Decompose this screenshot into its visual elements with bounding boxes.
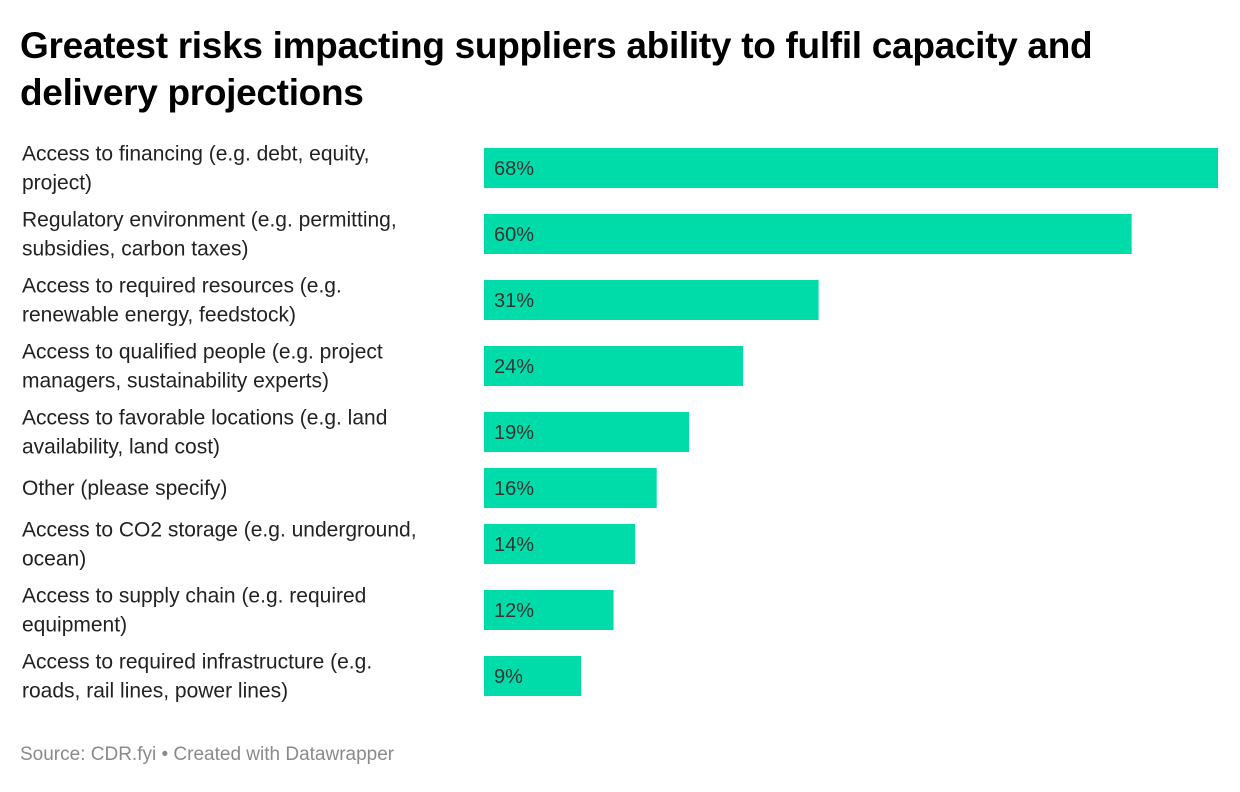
bar <box>484 148 1218 188</box>
category-label: Access to supply chain (e.g. required equ… <box>22 585 366 637</box>
bar <box>484 590 614 630</box>
category-label: Regulatory environment (e.g. permitting,… <box>22 209 397 261</box>
value-label: 9% <box>494 666 523 688</box>
value-label: 12% <box>494 600 534 622</box>
category-label: Access to favorable locations (e.g. land… <box>22 407 387 459</box>
bar <box>484 346 744 386</box>
value-label: 60% <box>494 224 534 246</box>
chart-footer: Source: CDR.fyi • Created with Datawrapp… <box>20 744 394 766</box>
bar <box>484 412 690 452</box>
bar <box>484 280 819 320</box>
value-label: 19% <box>494 422 534 444</box>
chart-title: Greatest risks impacting suppliers abili… <box>20 25 1093 113</box>
bar <box>484 524 636 564</box>
category-label: Other (please specify) <box>22 477 227 500</box>
datawrapper-credit: Created with Datawrapper <box>173 744 395 765</box>
value-label: 68% <box>494 158 534 180</box>
bar <box>484 656 582 696</box>
category-label: Access to qualified people (e.g. project… <box>22 341 383 393</box>
category-label: Access to required infrastructure (e.g. r… <box>22 651 372 703</box>
category-label: Access to CO2 storage (e.g. underground,… <box>22 519 417 571</box>
value-label: 14% <box>494 534 534 556</box>
value-label: 24% <box>494 356 534 378</box>
bar-chart: Access to financing (e.g. debt, equity, p… <box>22 143 1218 703</box>
bar <box>484 468 657 508</box>
value-label: 16% <box>494 478 534 500</box>
source-note: Source: CDR.fyi <box>20 744 157 765</box>
footer-separator: • <box>161 744 169 765</box>
bar <box>484 214 1132 254</box>
value-label: 31% <box>494 290 534 312</box>
category-label: Access to financing (e.g. debt, equity, p… <box>22 143 369 195</box>
category-label: Access to required resources (e.g. renewa… <box>22 275 342 327</box>
